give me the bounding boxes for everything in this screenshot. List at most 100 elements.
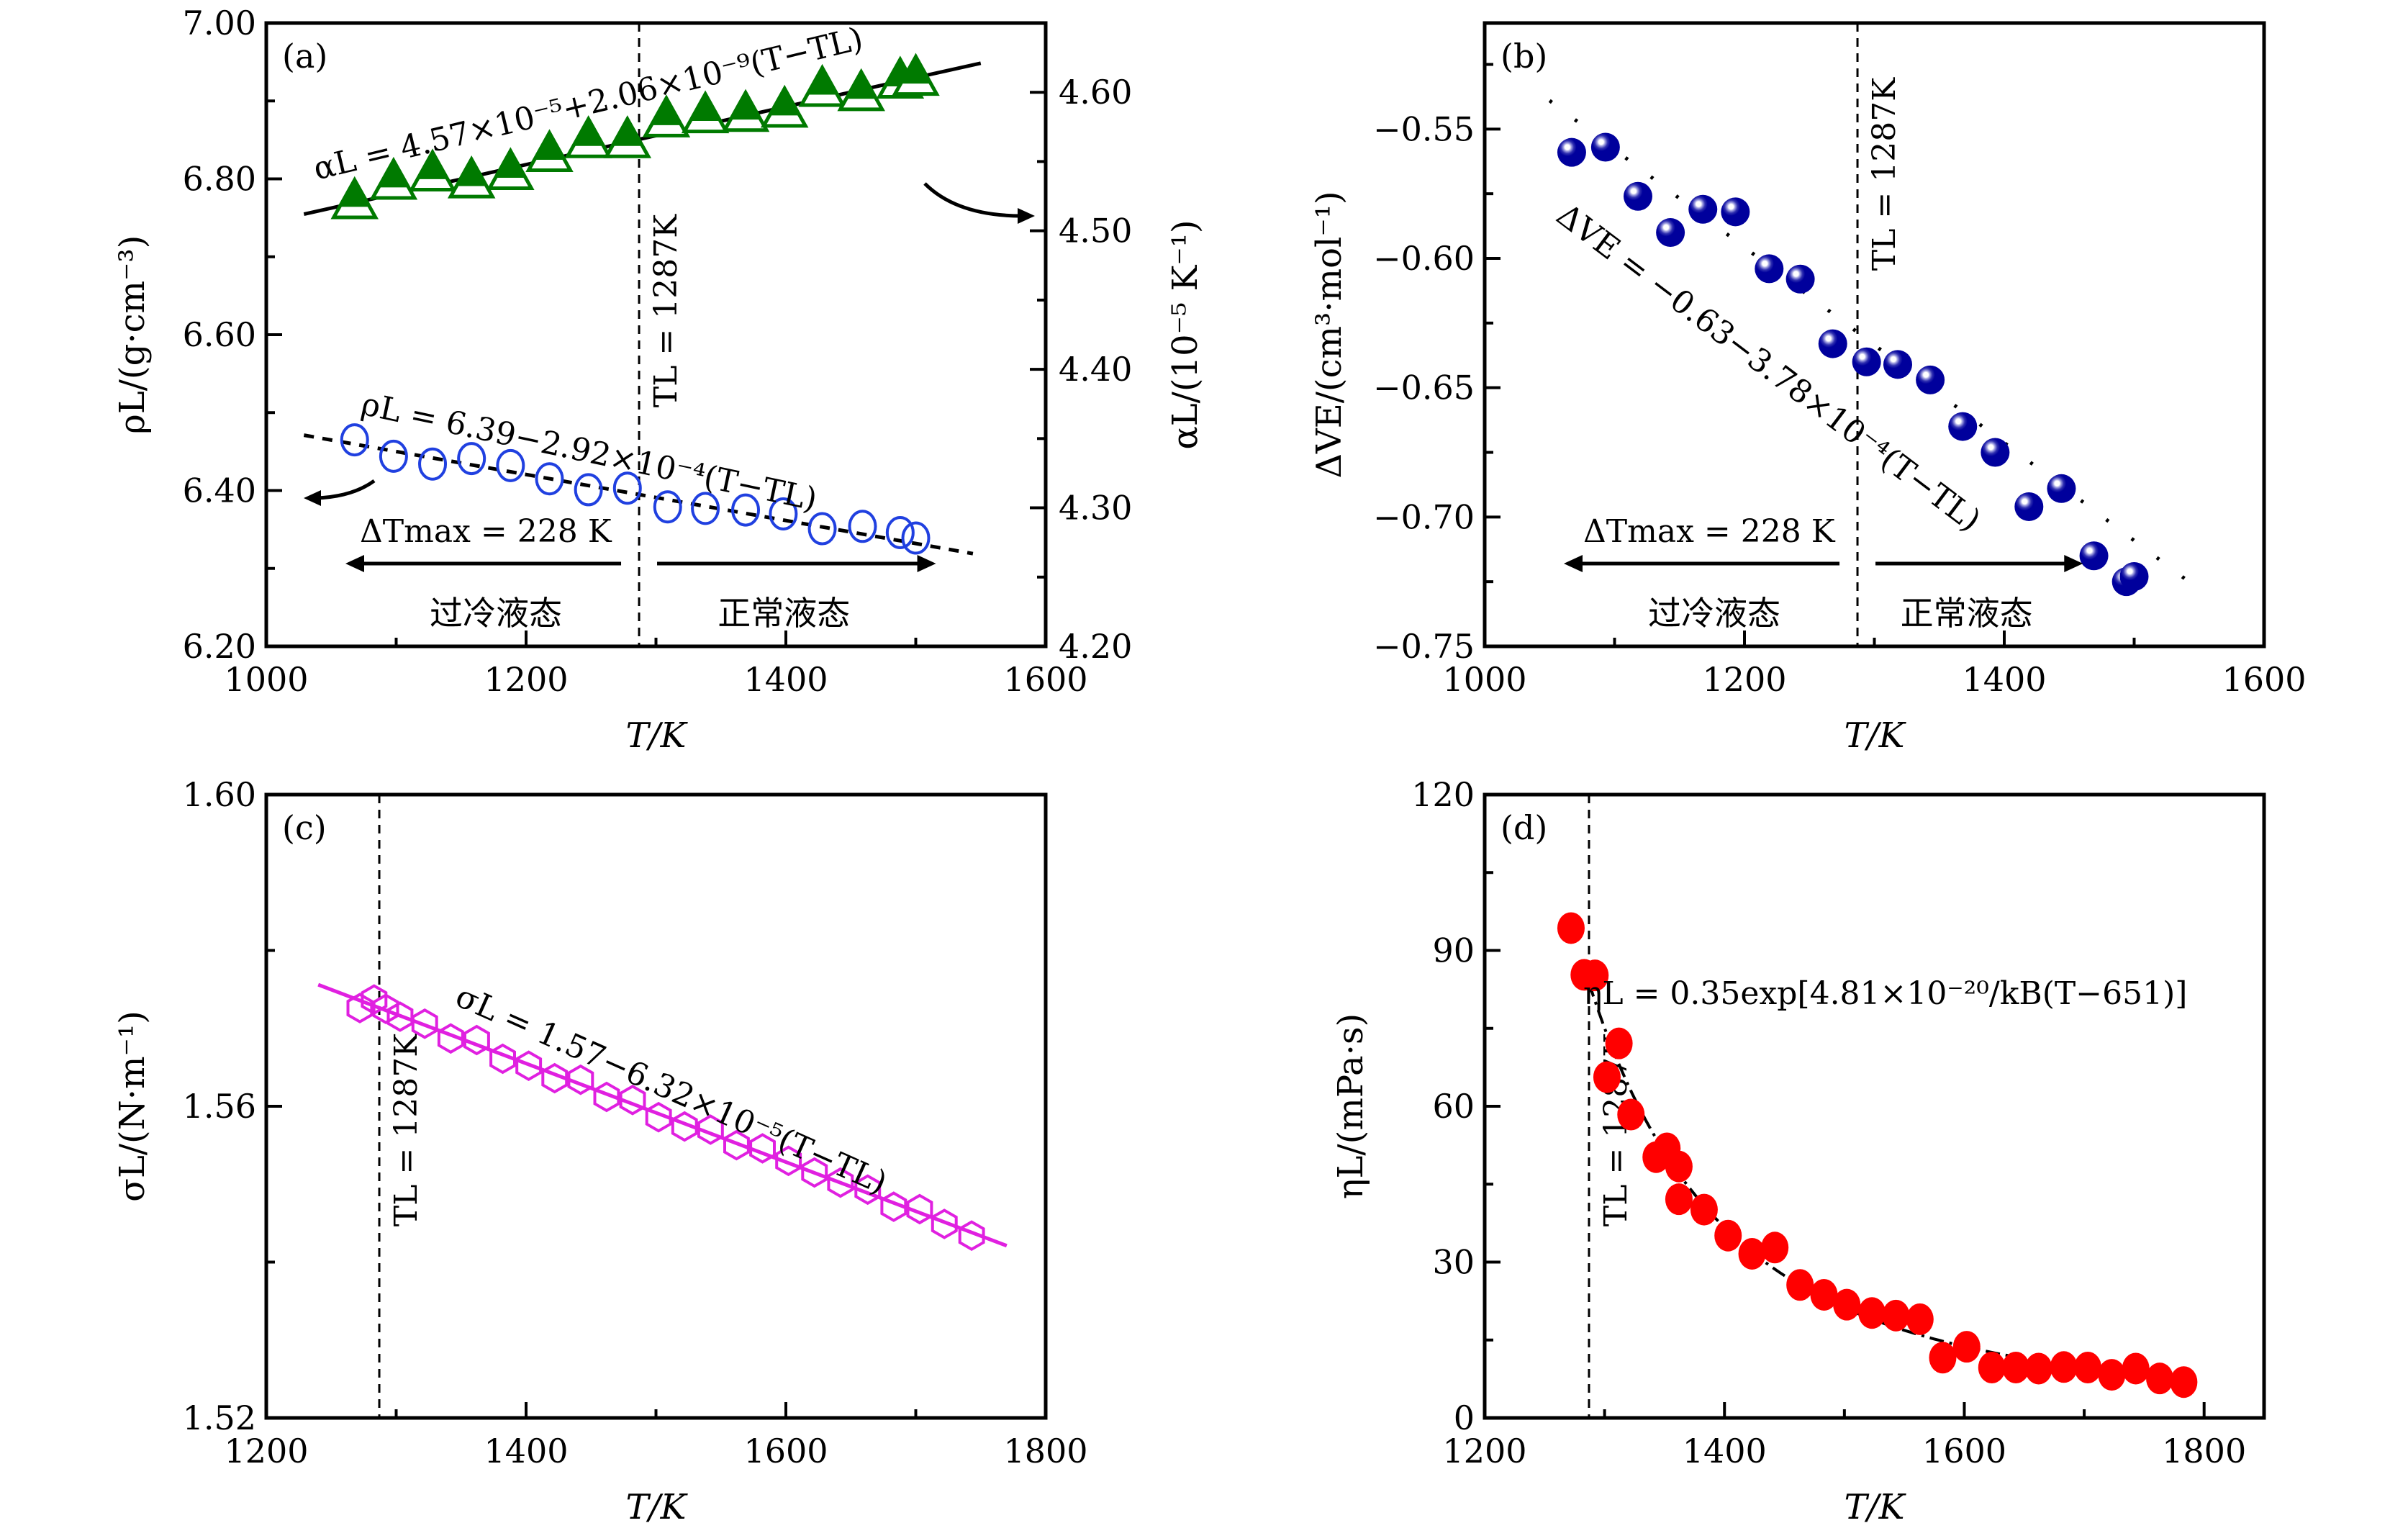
data-point	[1858, 1297, 1886, 1329]
x-tick-label: 1000	[224, 660, 308, 699]
data-point	[885, 515, 915, 549]
y-axis-label: ΔVE/(cm³·mol⁻¹)	[1309, 191, 1349, 478]
data-point	[1906, 1303, 1934, 1335]
data-point	[691, 492, 720, 525]
data-point	[1978, 1351, 2006, 1383]
data-point	[2024, 1352, 2052, 1385]
triangle-fill	[495, 150, 526, 178]
data-point	[892, 53, 940, 96]
data-point	[681, 90, 730, 134]
y-tick-label: 120	[1411, 775, 1475, 814]
left-axis-pointer	[316, 479, 376, 500]
data-point	[2047, 474, 2076, 503]
triangle-fill	[417, 152, 448, 179]
data-point	[463, 1024, 490, 1056]
data-point	[723, 1129, 750, 1161]
data-point	[1665, 1183, 1693, 1216]
data-point	[653, 490, 682, 524]
x-tick-label: 1800	[2162, 1432, 2246, 1470]
y-tick-label: −0.55	[1373, 109, 1475, 148]
data-point	[1557, 912, 1585, 944]
y-tick-label: 30	[1432, 1243, 1475, 1282]
data-point	[642, 94, 691, 137]
data-point	[372, 993, 399, 1025]
x-tick-label: 1400	[743, 660, 828, 699]
data-point	[1688, 194, 1718, 224]
data-point	[1721, 197, 1750, 227]
data-point	[541, 1062, 569, 1094]
x-tick-label: 1600	[1003, 660, 1087, 699]
fit-equation: ρL = 6.39−2.92×10⁻⁴(T−TL)	[358, 386, 820, 518]
data-point	[525, 129, 574, 173]
triangle-fill	[612, 119, 643, 146]
data-point	[603, 115, 652, 158]
data-point	[749, 1133, 776, 1164]
fit-equation: σL = 1.57−6.32×10⁻⁵(T−TL)	[451, 977, 892, 1201]
data-point	[1690, 1193, 1718, 1226]
x-tick-label: 1600	[1922, 1432, 2006, 1470]
data-point	[2122, 1352, 2150, 1385]
left-axis-pointer-head	[304, 490, 321, 506]
data-point	[574, 473, 603, 507]
data-point	[775, 1145, 802, 1177]
panel-label: (c)	[282, 808, 327, 847]
plot-frame	[1483, 21, 2266, 648]
data-point	[671, 1111, 698, 1142]
data-point	[2074, 1351, 2102, 1383]
triangle-fill	[769, 88, 800, 116]
panel-a: 1000 1200 1400 1600 6.20 6.40 6.60 6.80 7.00 4.20…	[112, 4, 1205, 756]
triangle-fill	[846, 71, 877, 99]
data-point	[496, 448, 525, 482]
plot-frame	[1483, 792, 2266, 1420]
triangle-fill	[534, 132, 565, 160]
data-point	[408, 148, 457, 191]
normal-label: 正常液态	[1901, 594, 2033, 633]
data-point	[1785, 264, 1815, 294]
data-point	[1590, 132, 1620, 162]
fit-line	[317, 982, 1008, 1248]
y-tick-label: −0.70	[1373, 497, 1475, 536]
x-tick-label: 1200	[1442, 1432, 1526, 1470]
y2-tick-label: 4.30	[1059, 489, 1132, 528]
x-tick-label: 1400	[1683, 1432, 1767, 1470]
y2-tick-label: 4.50	[1059, 212, 1132, 250]
data-point	[760, 84, 809, 128]
x-tick-label: 1600	[743, 1432, 828, 1470]
fit-equation: ΔVE = −0.63−3.78×10⁻⁴(T−TL)	[1549, 196, 1987, 539]
triangle-fill	[573, 119, 604, 146]
data-point	[645, 1101, 672, 1133]
data-point	[1852, 347, 1881, 376]
data-point	[2014, 492, 2044, 521]
data-point	[1738, 1237, 1766, 1270]
data-point	[418, 447, 448, 481]
y2-axis-label: αL/(10⁻⁵ K⁻¹)	[1165, 220, 1205, 449]
panel-label: (b)	[1501, 37, 1547, 76]
y-tick-label: 7.00	[183, 4, 256, 42]
data-point	[1761, 1231, 1789, 1264]
data-point	[827, 1167, 854, 1198]
y-axis-label: ρL/(g·cm⁻³)	[112, 235, 153, 435]
y2-tick-label: 4.20	[1059, 627, 1132, 666]
data-point	[489, 1043, 516, 1075]
y-tick-label: −0.65	[1373, 369, 1475, 407]
plot-frame	[264, 792, 1048, 1420]
data-point	[1623, 181, 1652, 211]
x-tick-label: 1000	[1442, 660, 1526, 699]
data-point	[612, 471, 642, 505]
supercooled-label: 过冷液态	[1648, 594, 1780, 633]
data-point	[1665, 1150, 1693, 1183]
data-point	[411, 1008, 438, 1039]
y-tick-label: 6.40	[183, 471, 256, 510]
x-tick-label: 1600	[2222, 660, 2306, 699]
data-point	[2050, 1351, 2078, 1383]
liquidus-label: TL = 1287K	[1866, 77, 1903, 271]
y-tick-label: −0.75	[1373, 627, 1475, 666]
x-tick-label: 1200	[484, 660, 568, 699]
fit-equation: ηL = 0.35exp[4.81×10⁻²⁰/kB(T−651)]	[1583, 975, 2187, 1012]
data-point	[593, 1081, 620, 1113]
arrow-head-left	[345, 555, 364, 572]
y-tick-label: 6.80	[183, 160, 256, 199]
arrow-head-right	[917, 555, 936, 572]
data-point	[447, 155, 496, 199]
